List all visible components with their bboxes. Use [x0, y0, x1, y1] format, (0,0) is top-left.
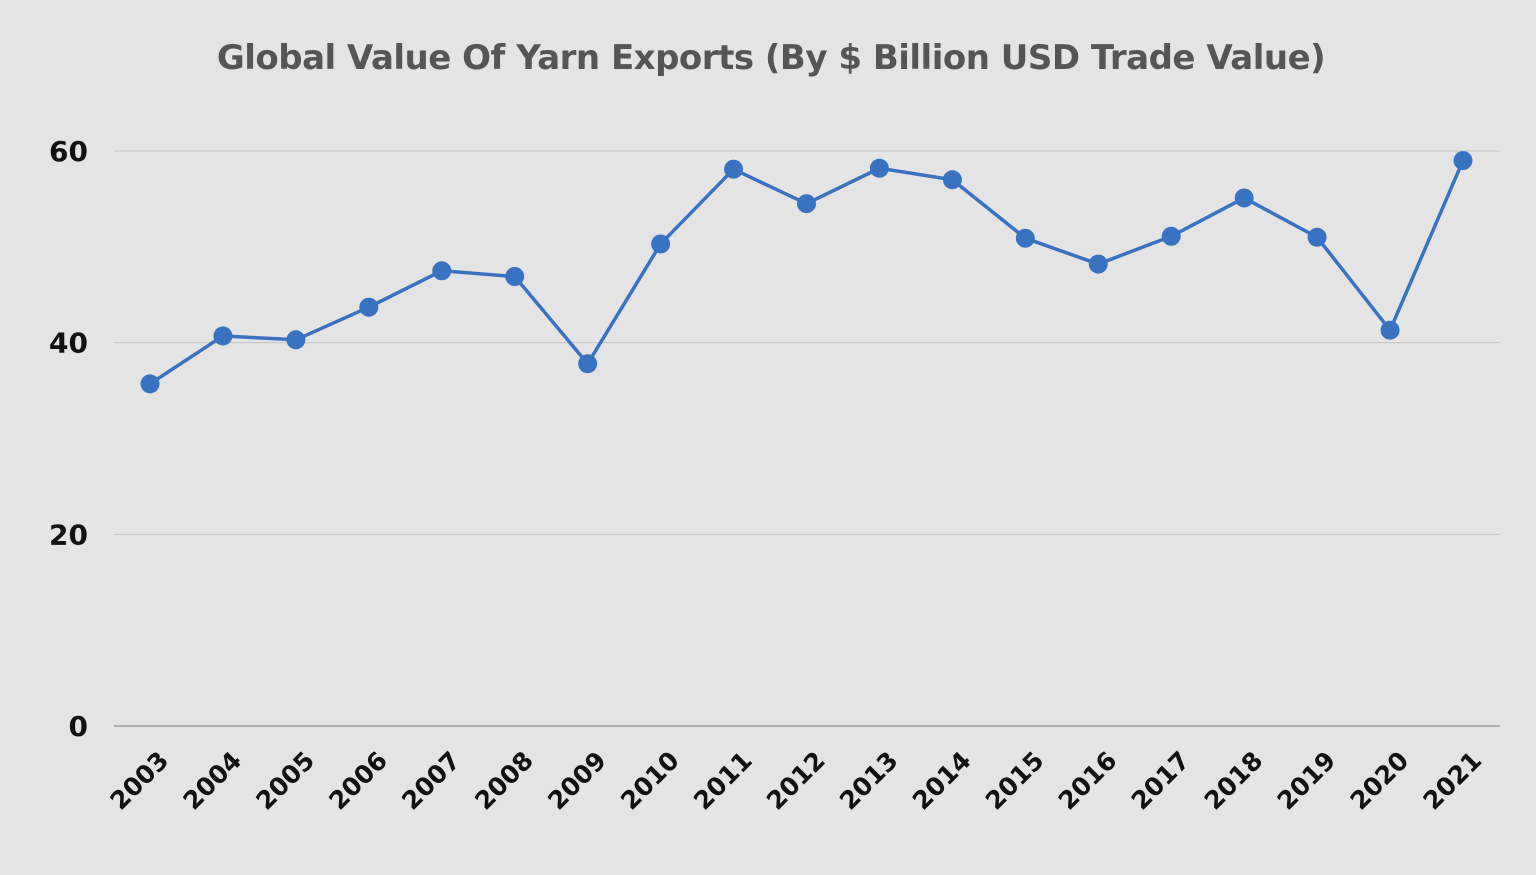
- y-tick-label: 40: [49, 327, 88, 360]
- chart-title: Global Value Of Yarn Exports (By $ Billi…: [216, 38, 1326, 78]
- data-series: [140, 151, 1473, 394]
- x-axis-ticks: 2003 2004 2005 2006 2007 2008 2009 2010 2011 2012…: [105, 746, 1488, 816]
- x-tick-label: 2006: [323, 746, 393, 816]
- data-point-marker: [1380, 320, 1400, 340]
- data-point-marker: [213, 326, 233, 346]
- x-tick-label: 2013: [834, 746, 904, 816]
- data-point-marker: [432, 261, 452, 281]
- data-point-marker: [1307, 227, 1327, 247]
- x-tick-label: 2005: [250, 746, 320, 816]
- data-point-marker: [578, 354, 598, 374]
- x-tick-label: 2004: [177, 746, 247, 816]
- x-tick-label: 2012: [761, 746, 831, 816]
- data-point-marker: [1088, 254, 1108, 274]
- data-point-marker: [359, 297, 379, 317]
- data-point-marker: [942, 170, 962, 190]
- gridlines: [114, 150, 1500, 727]
- y-tick-label: 60: [49, 135, 88, 168]
- x-tick-label: 2015: [980, 746, 1050, 816]
- data-point-marker: [797, 194, 816, 214]
- x-tick-label: 2019: [1272, 746, 1342, 816]
- data-point-marker: [724, 159, 744, 179]
- y-tick-label: 0: [69, 710, 88, 743]
- x-tick-label: 2007: [396, 746, 466, 816]
- series-line: [149, 159, 1465, 386]
- data-point-marker: [286, 330, 306, 350]
- x-tick-label: 2018: [1199, 746, 1269, 816]
- data-point-marker: [505, 267, 525, 287]
- data-point-marker: [140, 374, 160, 394]
- x-tick-label: 2014: [907, 746, 977, 816]
- x-tick-label: 2003: [105, 746, 175, 816]
- x-tick-label: 2010: [615, 746, 685, 816]
- x-tick-label: 2008: [469, 746, 539, 816]
- y-tick-label: 20: [49, 518, 88, 551]
- x-tick-label: 2021: [1418, 746, 1488, 816]
- x-tick-label: 2020: [1345, 746, 1415, 816]
- data-point-marker: [1161, 226, 1181, 246]
- x-tick-label: 2017: [1126, 746, 1196, 816]
- x-tick-label: 2009: [542, 746, 612, 816]
- data-point-marker: [1453, 151, 1473, 171]
- data-point-marker: [651, 234, 671, 254]
- data-point-marker: [869, 158, 889, 178]
- x-tick-label: 2016: [1053, 746, 1123, 816]
- y-axis-ticks: 0 20 40 60: [49, 135, 88, 743]
- data-point-marker: [1015, 228, 1035, 248]
- x-tick-label: 2011: [688, 746, 758, 816]
- data-point-marker: [1234, 188, 1254, 208]
